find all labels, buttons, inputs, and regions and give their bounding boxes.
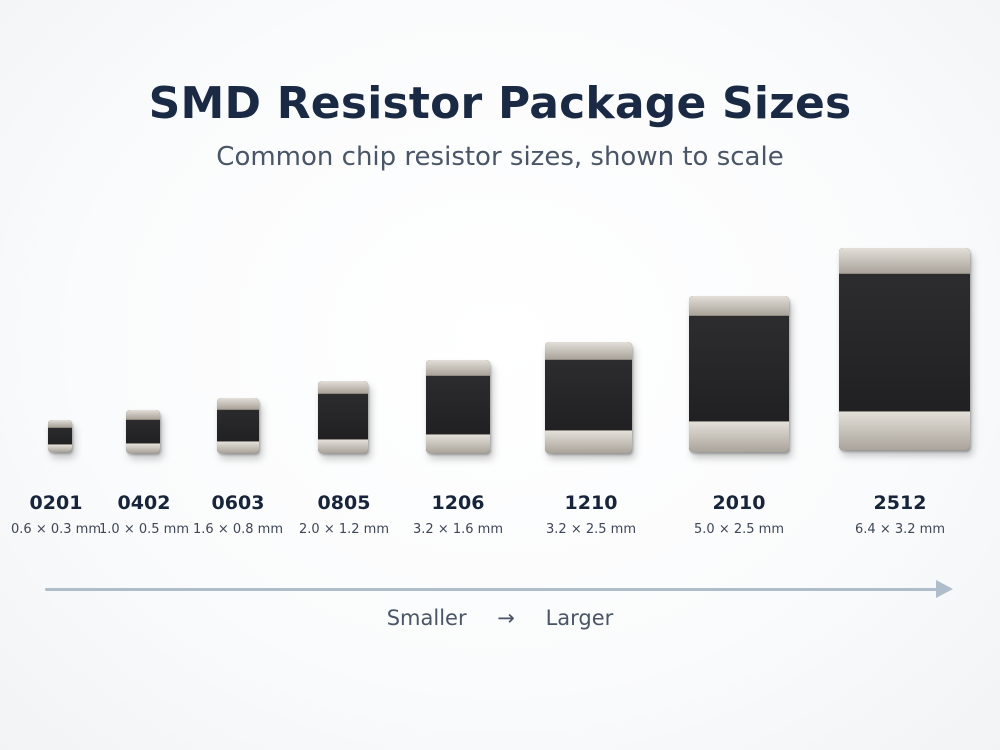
size-scale-legend: Smaller → Larger [0, 606, 1000, 630]
package-code-2512: 2512 [873, 492, 927, 514]
package-code-0201: 0201 [29, 492, 83, 514]
resistor-chip-2512 [839, 248, 970, 450]
package-dimensions-1210: 3.2 × 2.5 mm [546, 522, 636, 537]
resistor-chip-0603 [217, 398, 259, 453]
package-code-0805: 0805 [317, 492, 371, 514]
package-code-1210: 1210 [564, 492, 618, 514]
size-arrow-head [936, 580, 953, 598]
scale-smaller-label: Smaller [386, 606, 467, 630]
package-code-2010: 2010 [712, 492, 766, 514]
resistor-chip-0402 [126, 410, 160, 453]
package-code-0402: 0402 [117, 492, 171, 514]
package-dimensions-1206: 3.2 × 1.6 mm [413, 522, 503, 537]
package-dimensions-2010: 5.0 × 2.5 mm [694, 522, 784, 537]
resistor-chip-1210 [545, 342, 632, 453]
package-dimensions-0402: 1.0 × 0.5 mm [99, 522, 189, 537]
package-code-0603: 0603 [211, 492, 265, 514]
resistor-chip-2010 [689, 296, 789, 452]
size-arrow-line [45, 588, 940, 591]
resistor-chip-0805 [318, 381, 368, 453]
package-dimensions-0201: 0.6 × 0.3 mm [11, 522, 101, 537]
package-code-1206: 1206 [431, 492, 485, 514]
scale-arrow-glyph: → [497, 606, 515, 630]
page-subtitle: Common chip resistor sizes, shown to sca… [216, 142, 784, 172]
scale-larger-label: Larger [545, 606, 614, 630]
page-title: SMD Resistor Package Sizes [148, 78, 852, 129]
resistor-chip-1206 [426, 360, 490, 453]
package-dimensions-0603: 1.6 × 0.8 mm [193, 522, 283, 537]
package-dimensions-2512: 6.4 × 3.2 mm [855, 522, 945, 537]
package-dimensions-0805: 2.0 × 1.2 mm [299, 522, 389, 537]
resistor-chip-0201 [48, 420, 72, 452]
